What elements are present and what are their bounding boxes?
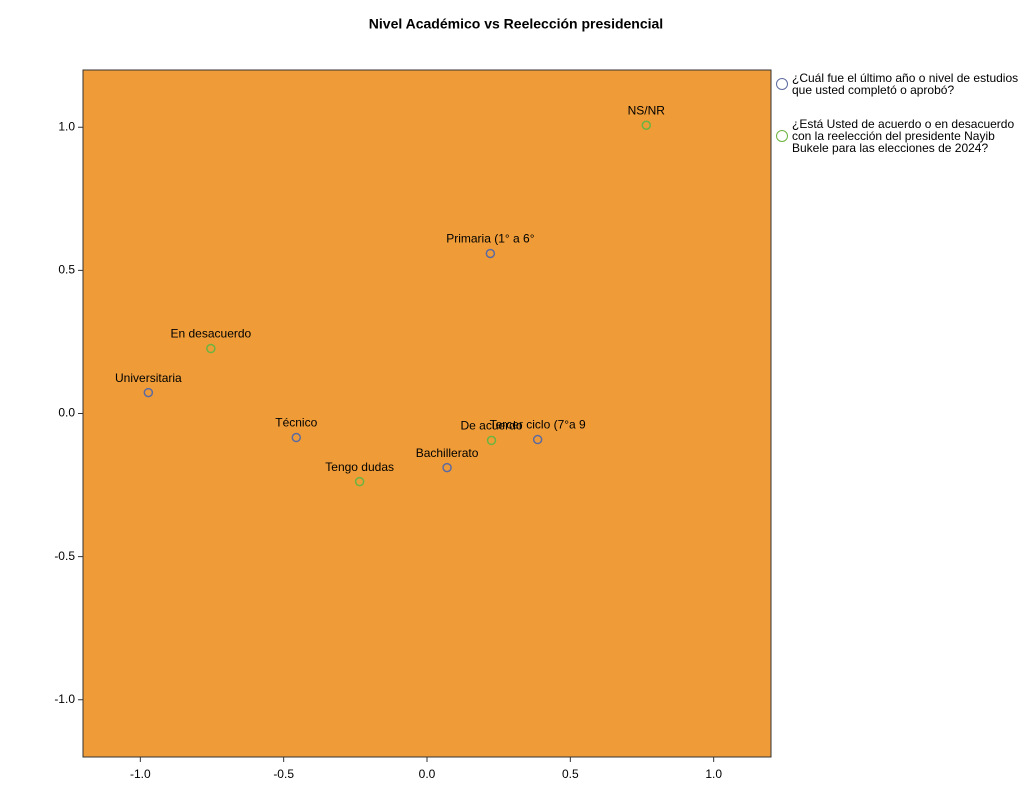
legend-label: ¿Cuál fue el último año o nivel de estud… [792, 71, 1019, 97]
point-label: Primaria (1° a 6° [446, 232, 534, 246]
x-tick-label: 1.0 [705, 767, 722, 781]
point-label: Tengo dudas [325, 460, 394, 474]
point-label: De acuerdo [460, 419, 522, 433]
point-label: Bachillerato [416, 446, 479, 460]
point-label: Universitaria [115, 371, 182, 385]
legend-item: ¿Cuál fue el último año o nivel de estud… [776, 72, 1021, 96]
legend-item: ¿Está Usted de acuerdo o en desacuerdo c… [776, 118, 1021, 154]
legend-marker [776, 130, 788, 142]
point [143, 387, 154, 398]
point [291, 432, 302, 443]
chart-title: Nivel Académico vs Reelección presidenci… [369, 16, 663, 32]
x-tick-label: -0.5 [273, 767, 294, 781]
point-label: NS/NR [628, 103, 666, 117]
point [442, 462, 452, 473]
y-tick-label: -1.0 [54, 692, 75, 706]
point-label: Tercer ciclo (7°a 9 [490, 418, 586, 432]
point [206, 343, 216, 354]
x-tick-label: 0.0 [419, 767, 436, 781]
y-tick-label: 0.5 [58, 263, 75, 277]
point [486, 435, 497, 446]
point [485, 248, 496, 259]
legend-label: ¿Está Usted de acuerdo o en desacuerdo c… [792, 117, 1015, 155]
y-tick-label: 0.0 [58, 406, 75, 420]
point-label: Técnico [275, 416, 317, 430]
x-tick-label: 0.5 [562, 767, 579, 781]
point [641, 120, 652, 130]
point [354, 476, 365, 487]
point [532, 434, 543, 445]
plot-area [82, 69, 772, 758]
x-tick-label: -1.0 [130, 767, 151, 781]
legend-marker [776, 78, 788, 90]
y-tick-label: -0.5 [54, 549, 75, 563]
point-label: En desacuerdo [170, 327, 251, 341]
y-tick-label: 1.0 [58, 119, 75, 133]
